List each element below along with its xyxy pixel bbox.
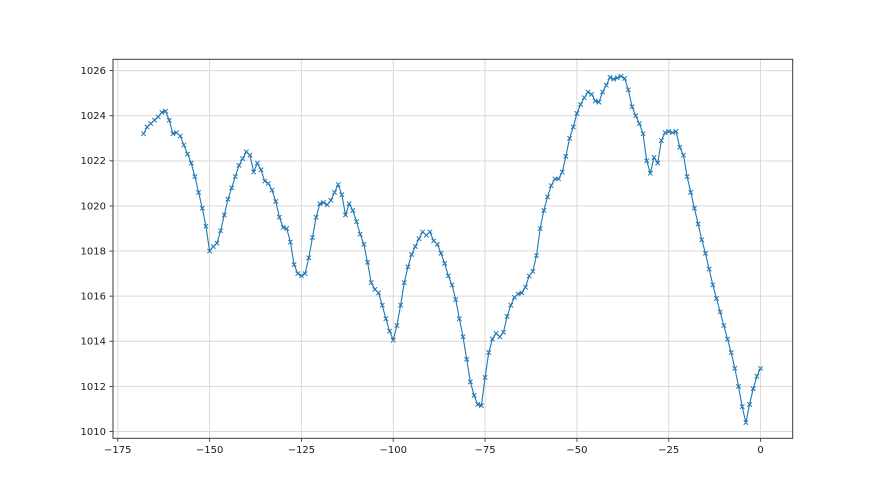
y-tick-label: 1016 <box>81 292 106 303</box>
grid-lines <box>113 59 793 439</box>
data-series <box>140 73 764 426</box>
axes-spines <box>112 58 794 439</box>
x-tick-label: −125 <box>288 445 315 456</box>
y-tick-label: 1026 <box>81 66 106 77</box>
plot-border <box>112 58 794 439</box>
y-tick-label: 1012 <box>81 382 106 393</box>
x-tick-label: −100 <box>380 445 407 456</box>
y-tick-label: 1018 <box>81 246 106 257</box>
y-tick-label: 1024 <box>81 111 106 122</box>
x-tick-label: −50 <box>566 445 587 456</box>
x-tick-label: −25 <box>658 445 679 456</box>
y-tick-label: 1020 <box>81 201 106 212</box>
x-tick-label: −175 <box>104 445 131 456</box>
y-tick-label: 1010 <box>81 427 106 438</box>
y-tick-label: 1022 <box>81 156 106 167</box>
y-tick-label: 1014 <box>81 337 106 348</box>
x-tick-label: −150 <box>196 445 223 456</box>
x-axis: −175 −150 −125 −100 −75 −50 −25 0 <box>104 438 764 456</box>
y-axis: 1010 1012 1014 1016 1018 1020 1022 1024 1026 <box>81 66 113 438</box>
x-tick-label: 0 <box>757 445 763 456</box>
data-line <box>143 75 762 424</box>
x-tick-label: −75 <box>475 445 496 456</box>
data-markers-x <box>140 73 764 426</box>
